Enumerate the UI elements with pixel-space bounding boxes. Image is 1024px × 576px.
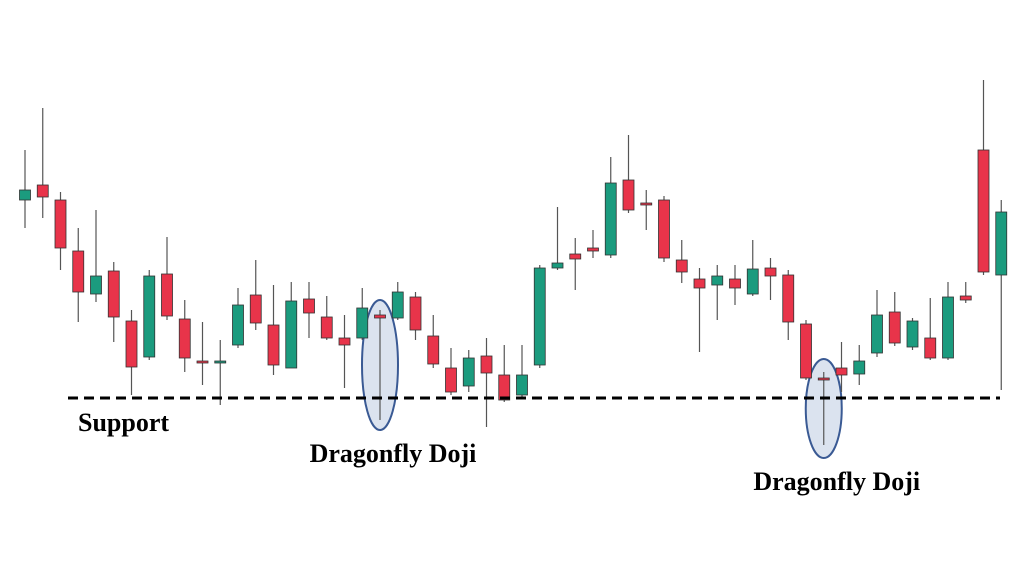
candle-body (427, 335, 440, 365)
candle-body (498, 374, 511, 401)
candle-body (658, 199, 670, 259)
candle-body (36, 184, 49, 198)
candle-body (462, 357, 475, 387)
candle-body (569, 253, 582, 260)
candle-body (409, 296, 422, 331)
candle-body (959, 295, 972, 301)
candle-body (107, 270, 120, 318)
candle-body (90, 275, 102, 295)
candle-body (72, 250, 85, 293)
candle-body (178, 318, 191, 359)
candle-body (356, 307, 369, 339)
candle-body (888, 311, 901, 344)
support-label: Support (78, 408, 169, 437)
candle-body (924, 337, 937, 359)
candle-body (249, 294, 262, 324)
candle-body (711, 275, 724, 286)
candle-body (942, 296, 954, 359)
candle-body (729, 278, 741, 289)
candle-body (125, 320, 138, 368)
candle-body (587, 247, 599, 252)
candle-body (320, 316, 333, 339)
candle-body (995, 211, 1008, 276)
candle-body (640, 202, 653, 206)
candle-body (161, 273, 173, 317)
candle-body (374, 314, 386, 319)
candle-body (906, 320, 919, 348)
candle-body (516, 374, 528, 396)
annotation-label: Dragonfly Doji (310, 439, 477, 468)
candle-body (19, 189, 31, 201)
candle-body (285, 300, 298, 369)
candle-body (54, 199, 67, 249)
candle-body (232, 304, 244, 346)
candle-body (604, 182, 617, 256)
candle-body (622, 179, 635, 211)
candle-body (533, 267, 546, 366)
candle-body (480, 355, 493, 374)
candle-body (764, 267, 777, 277)
candle-body (214, 360, 227, 364)
candle-body (267, 324, 280, 366)
candle-body (303, 298, 315, 314)
candle-body (196, 360, 209, 364)
candle-body (871, 314, 883, 354)
candle-body (445, 367, 457, 393)
candle-body (746, 268, 759, 295)
candle-body (853, 360, 866, 375)
candle-body (675, 259, 688, 273)
candle-body (835, 367, 848, 376)
candle-body (977, 149, 990, 273)
candle-body (817, 377, 830, 381)
candle-body (800, 323, 812, 379)
candle-body (693, 278, 706, 289)
candle-body (551, 262, 564, 269)
candle-body (338, 337, 351, 346)
candle-body (782, 274, 795, 323)
candle-body (391, 291, 404, 319)
candle-body (143, 275, 156, 358)
annotation-label: Dragonfly Doji (753, 467, 920, 496)
